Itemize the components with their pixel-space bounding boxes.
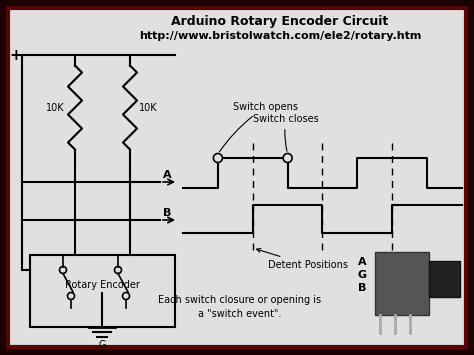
Text: G: G xyxy=(358,270,367,280)
Text: Switch opens: Switch opens xyxy=(219,102,298,152)
Text: 10K: 10K xyxy=(46,103,64,113)
Text: Switch closes: Switch closes xyxy=(253,114,319,151)
Text: G: G xyxy=(98,340,106,350)
Text: A: A xyxy=(163,170,172,180)
Text: B: B xyxy=(163,208,172,218)
Bar xyxy=(375,252,429,315)
Text: Each switch closure or opening is: Each switch closure or opening is xyxy=(158,295,321,305)
Text: a "switch event".: a "switch event". xyxy=(198,309,282,319)
Text: http://www.bristolwatch.com/ele2/rotary.htm: http://www.bristolwatch.com/ele2/rotary.… xyxy=(139,31,421,41)
Text: +: + xyxy=(9,48,22,62)
Text: A: A xyxy=(358,257,366,267)
Text: B: B xyxy=(358,283,366,293)
Text: Detent Positions: Detent Positions xyxy=(256,248,348,270)
Bar xyxy=(30,255,175,327)
Circle shape xyxy=(283,153,292,163)
Circle shape xyxy=(213,153,222,163)
Text: 10K: 10K xyxy=(139,103,157,113)
Bar xyxy=(429,261,461,297)
Text: Arduino Rotary Encoder Circuit: Arduino Rotary Encoder Circuit xyxy=(172,16,389,28)
Text: Rotary Encoder: Rotary Encoder xyxy=(64,280,139,290)
